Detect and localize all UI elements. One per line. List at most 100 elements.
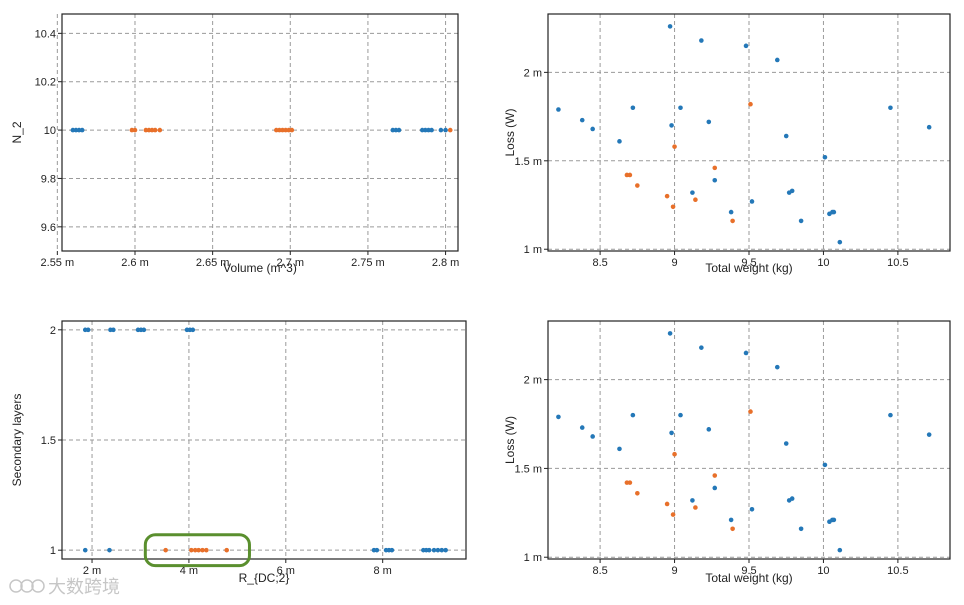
data-point (712, 177, 718, 183)
gridlines (548, 321, 950, 559)
x-tick-label: 2.8 m (432, 257, 460, 269)
data-point (728, 209, 734, 215)
x-axis-label: Total weight (kg) (705, 571, 792, 585)
data-point (579, 425, 585, 430)
y-tick-label: 10.2 (35, 77, 56, 89)
x-tick-label: 9 (671, 565, 677, 577)
y-tick-label: 1 m (524, 552, 542, 564)
data-point (79, 127, 85, 133)
watermark-text: 大数跨境 (48, 577, 120, 597)
data-point (157, 127, 163, 133)
data-point (627, 480, 633, 485)
x-tick-label: 10 (817, 257, 829, 269)
gridlines (548, 14, 950, 251)
data-point (672, 144, 677, 149)
data-point (693, 505, 698, 510)
data-point (712, 473, 718, 478)
data-point (443, 547, 448, 553)
x-tick-label: 2 m (83, 565, 101, 577)
data-point (699, 345, 704, 350)
data-point (789, 496, 795, 501)
data-point (730, 526, 735, 532)
data-point (630, 412, 636, 418)
data-point (670, 204, 676, 210)
y-tick-label: 9.6 (41, 222, 56, 234)
y-tick-label: 1.5 m (514, 156, 542, 168)
data-point (774, 57, 780, 63)
y-tick-label: 10 (44, 125, 56, 137)
y-axis-label: Loss (W) (503, 108, 517, 156)
data-point (669, 123, 674, 128)
x-tick-label: 2.55 m (41, 257, 75, 269)
data-point (590, 126, 595, 132)
data-point (85, 327, 91, 333)
x-tick-label: 8.5 (592, 257, 607, 269)
data-point (712, 485, 718, 491)
data-point (690, 498, 695, 503)
y-tick-label: 1.5 (41, 435, 56, 447)
data-point (706, 427, 712, 432)
y-tick-label: 9.8 (41, 173, 56, 185)
data-point (635, 183, 640, 188)
data-point (699, 38, 704, 43)
data-point (798, 526, 804, 532)
data-point (204, 547, 209, 553)
data-point (712, 165, 718, 171)
y-tick-label: 2 m (524, 67, 542, 79)
series-blue (70, 127, 448, 133)
data-point (664, 501, 670, 507)
data-point (163, 547, 168, 553)
data-point (152, 127, 158, 133)
data-point (667, 24, 673, 29)
chart-weight-vs-loss-bottom: Total weight (kg) Loss (W) 8.5 9 9.5 10 10.5… (503, 320, 951, 585)
series-orange (129, 127, 453, 133)
x-axis-label: R_{DC;2} (239, 571, 290, 585)
data-point (926, 432, 932, 437)
gridlines (62, 321, 466, 559)
data-point (200, 547, 205, 553)
highlight-selection-box (143, 533, 251, 568)
data-point (822, 154, 828, 160)
x-tick-label: 2.65 m (196, 257, 230, 269)
data-point (743, 350, 749, 356)
data-point (672, 451, 677, 457)
data-point (443, 127, 448, 133)
data-point (730, 218, 735, 224)
data-point (690, 190, 695, 195)
data-point (774, 364, 780, 370)
data-point (926, 124, 932, 130)
plot-frame (61, 13, 459, 252)
x-axis-label: Total weight (kg) (705, 261, 792, 275)
y-tick-label: 1.5 m (514, 463, 542, 475)
data-point (627, 172, 633, 178)
data-point (728, 517, 734, 523)
x-tick-label: 9.5 (741, 257, 756, 269)
data-point (590, 434, 595, 439)
data-point (783, 441, 789, 446)
y-tick-label: 1 (50, 545, 56, 557)
data-point (196, 547, 201, 553)
series-blue (556, 331, 932, 553)
y-axis-label: Secondary layers (10, 394, 24, 487)
x-axis-label: Volume (m^3) (223, 261, 297, 275)
data-point (706, 119, 712, 125)
data-point (693, 197, 698, 203)
data-point (743, 43, 749, 49)
y-tick-label: 10.4 (35, 28, 56, 40)
x-tick-label: 2.6 m (121, 257, 149, 269)
gridlines (56, 14, 458, 251)
data-point (374, 547, 380, 553)
data-point (749, 506, 755, 512)
data-point (678, 412, 683, 418)
y-tick-label: 2 m (524, 375, 542, 387)
data-point (431, 547, 437, 553)
data-point (132, 127, 138, 133)
data-point (141, 327, 147, 333)
data-point (429, 127, 434, 133)
data-point (189, 547, 194, 553)
x-tick-label: 10.5 (887, 565, 908, 577)
data-point (579, 117, 585, 123)
data-point (289, 127, 295, 133)
data-point (439, 547, 445, 553)
data-point (556, 414, 561, 420)
